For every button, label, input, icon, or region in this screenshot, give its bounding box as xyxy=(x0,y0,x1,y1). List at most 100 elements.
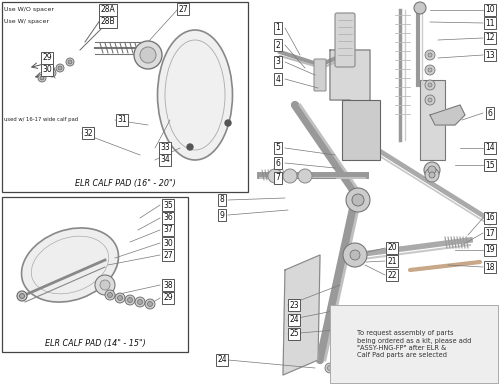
Circle shape xyxy=(338,369,342,374)
Circle shape xyxy=(135,297,145,307)
Circle shape xyxy=(148,301,152,306)
Text: 29: 29 xyxy=(163,293,173,303)
Text: 13: 13 xyxy=(485,51,495,59)
Text: 31: 31 xyxy=(117,115,127,125)
Circle shape xyxy=(66,58,74,66)
Circle shape xyxy=(105,290,115,300)
Circle shape xyxy=(115,293,125,303)
Text: 34: 34 xyxy=(160,156,170,164)
Circle shape xyxy=(128,298,132,303)
Text: 3: 3 xyxy=(276,58,280,66)
Text: 29: 29 xyxy=(42,54,52,63)
Circle shape xyxy=(428,83,432,87)
Circle shape xyxy=(368,369,372,374)
Text: 30: 30 xyxy=(42,66,52,74)
Circle shape xyxy=(138,300,142,305)
Text: 17: 17 xyxy=(485,229,495,237)
Circle shape xyxy=(350,250,360,260)
Text: 7: 7 xyxy=(276,173,280,183)
Circle shape xyxy=(145,299,155,309)
Circle shape xyxy=(58,66,62,70)
Polygon shape xyxy=(330,50,370,105)
Text: 8: 8 xyxy=(220,195,224,205)
Text: 16: 16 xyxy=(485,213,495,222)
Text: Use W/O spacer: Use W/O spacer xyxy=(4,7,54,12)
Text: Use W/ spacer: Use W/ spacer xyxy=(4,20,49,24)
Circle shape xyxy=(428,53,432,57)
Text: 35: 35 xyxy=(163,200,173,210)
Text: 33: 33 xyxy=(160,144,170,152)
Circle shape xyxy=(425,95,435,105)
Circle shape xyxy=(425,80,435,90)
Circle shape xyxy=(134,41,162,69)
Text: 10: 10 xyxy=(485,5,495,15)
Polygon shape xyxy=(430,105,465,125)
Circle shape xyxy=(343,243,367,267)
Ellipse shape xyxy=(158,30,232,160)
Circle shape xyxy=(345,370,355,380)
Circle shape xyxy=(40,76,44,80)
Bar xyxy=(2,197,188,352)
Text: 12: 12 xyxy=(485,34,495,42)
Text: 21: 21 xyxy=(387,257,397,266)
Circle shape xyxy=(17,291,27,301)
Text: 2: 2 xyxy=(276,41,280,49)
Text: 24: 24 xyxy=(217,356,227,364)
Text: 23: 23 xyxy=(289,300,299,310)
Circle shape xyxy=(100,280,110,290)
Text: 32: 32 xyxy=(83,129,93,137)
Circle shape xyxy=(38,74,46,82)
Circle shape xyxy=(425,50,435,60)
Bar xyxy=(420,80,445,160)
Text: used w/ 16-17 wide calf pad: used w/ 16-17 wide calf pad xyxy=(4,117,78,122)
Text: 5: 5 xyxy=(276,144,280,152)
Polygon shape xyxy=(283,255,320,375)
Circle shape xyxy=(355,370,365,380)
Text: 28B: 28B xyxy=(100,17,116,27)
Circle shape xyxy=(414,2,426,14)
Text: 25: 25 xyxy=(289,330,299,339)
Circle shape xyxy=(48,69,56,77)
Text: 38: 38 xyxy=(163,281,173,290)
Text: ELR CALF PAD (14" - 15"): ELR CALF PAD (14" - 15") xyxy=(44,339,146,348)
Text: ELR CALF PAD (16" - 20"): ELR CALF PAD (16" - 20") xyxy=(74,179,176,188)
Circle shape xyxy=(325,363,335,373)
Circle shape xyxy=(348,372,352,378)
Text: 9: 9 xyxy=(220,210,224,220)
Circle shape xyxy=(352,194,364,206)
Text: 27: 27 xyxy=(178,5,188,14)
Text: To request assembly of parts
being ordered as a kit, please add
"ASSY-HNG-FP" af: To request assembly of parts being order… xyxy=(357,330,471,357)
Circle shape xyxy=(424,162,440,178)
Text: 36: 36 xyxy=(163,213,173,222)
Circle shape xyxy=(298,169,312,183)
Circle shape xyxy=(358,372,362,378)
Text: 6: 6 xyxy=(276,159,280,168)
Text: 30: 30 xyxy=(163,239,173,247)
Ellipse shape xyxy=(22,228,118,302)
Circle shape xyxy=(429,172,435,178)
Circle shape xyxy=(50,71,54,75)
Circle shape xyxy=(118,296,122,300)
Text: 20: 20 xyxy=(387,244,397,252)
Circle shape xyxy=(108,293,112,298)
Circle shape xyxy=(68,60,72,64)
Circle shape xyxy=(95,275,115,295)
Circle shape xyxy=(125,295,135,305)
Text: 28A: 28A xyxy=(100,5,116,15)
Circle shape xyxy=(428,98,432,102)
Circle shape xyxy=(346,188,370,212)
FancyBboxPatch shape xyxy=(335,13,355,67)
Circle shape xyxy=(428,166,436,174)
Text: 1: 1 xyxy=(276,24,280,32)
Bar xyxy=(330,305,498,383)
Text: 27: 27 xyxy=(163,251,173,259)
FancyBboxPatch shape xyxy=(314,59,326,91)
Circle shape xyxy=(20,293,24,298)
Text: 6: 6 xyxy=(488,108,492,117)
Text: 19: 19 xyxy=(485,245,495,254)
Circle shape xyxy=(268,169,282,183)
Text: 37: 37 xyxy=(163,225,173,235)
Bar xyxy=(2,2,248,192)
Text: 11: 11 xyxy=(485,19,495,27)
Text: 22: 22 xyxy=(387,271,397,279)
